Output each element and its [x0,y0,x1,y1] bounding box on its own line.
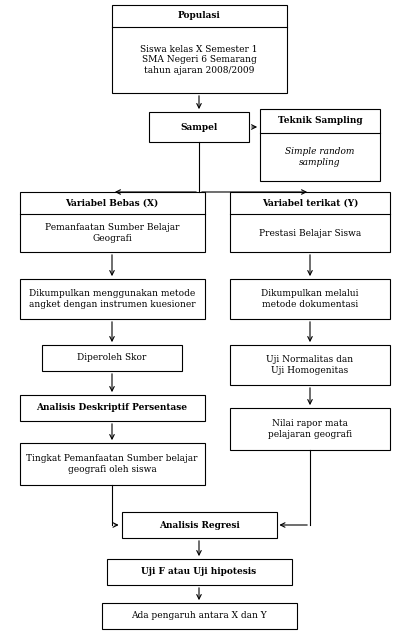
Text: Sampel: Sampel [180,123,217,132]
Bar [42,345,182,371]
Bar [20,192,205,252]
Bar [230,192,390,252]
Text: Simple random
sampling: Simple random sampling [285,147,355,166]
Bar [107,559,292,585]
Text: Dikumpulkan menggunakan metode
angket dengan instrumen kuesioner: Dikumpulkan menggunakan metode angket de… [29,290,196,309]
Bar [230,279,390,319]
Text: Ada pengaruh antara X dan Y: Ada pengaruh antara X dan Y [131,611,267,621]
Text: Uji Normalitas dan
Uji Homogenitas: Uji Normalitas dan Uji Homogenitas [267,355,354,375]
Bar [122,512,277,538]
Text: Prestasi Belajar Siswa: Prestasi Belajar Siswa [259,229,361,238]
Bar [20,279,205,319]
Bar [20,395,205,421]
Text: Analisis Deskriptif Persentase: Analisis Deskriptif Persentase [36,404,188,413]
Bar [149,112,249,142]
Bar [260,109,380,181]
Bar [101,603,296,629]
Text: Dikumpulkan melalui
metode dokumentasi: Dikumpulkan melalui metode dokumentasi [261,290,359,309]
Text: Pemanfaatan Sumber Belajar
Geografi: Pemanfaatan Sumber Belajar Geografi [45,223,179,243]
Text: Diperoleh Skor: Diperoleh Skor [77,354,147,363]
Bar [230,345,390,385]
Text: Variabel Bebas (X): Variabel Bebas (X) [65,198,159,207]
Text: Teknik Sampling: Teknik Sampling [278,116,362,125]
Text: Nilai rapor mata
pelajaran geografi: Nilai rapor mata pelajaran geografi [268,419,352,438]
Text: Analisis Regresi: Analisis Regresi [159,521,239,530]
Bar [20,443,205,485]
Text: Siswa kelas X Semester 1
SMA Negeri 6 Semarang
tahun ajaran 2008/2009: Siswa kelas X Semester 1 SMA Negeri 6 Se… [140,45,258,75]
Bar [230,408,390,450]
Text: Tingkat Pemanfaatan Sumber belajar
geografi oleh siswa: Tingkat Pemanfaatan Sumber belajar geogr… [26,455,198,474]
Bar [111,5,286,93]
Text: Uji F atau Uji hipotesis: Uji F atau Uji hipotesis [141,568,257,577]
Text: Populasi: Populasi [178,12,220,21]
Text: Variabel terikat (Y): Variabel terikat (Y) [262,198,358,207]
